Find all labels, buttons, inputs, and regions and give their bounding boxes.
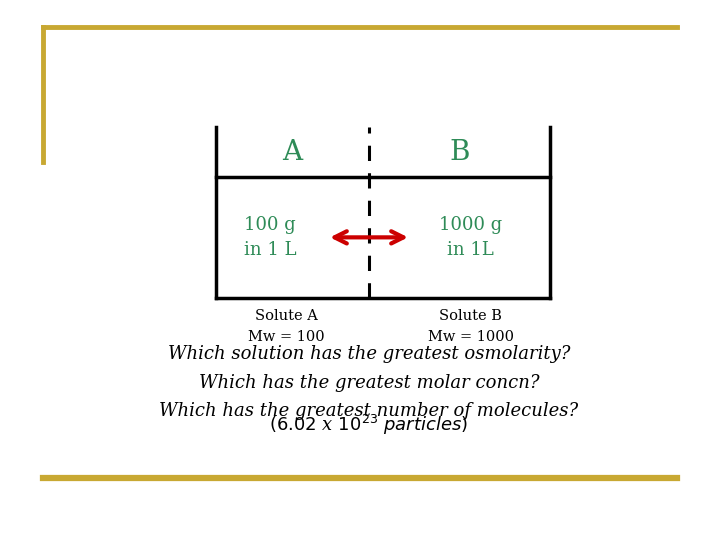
Text: Mw = 1000: Mw = 1000 (428, 330, 514, 344)
Text: 100 g
in 1 L: 100 g in 1 L (243, 216, 296, 259)
Text: Mw = 100: Mw = 100 (248, 330, 325, 344)
Text: Solute B: Solute B (439, 309, 503, 323)
Text: B: B (449, 139, 470, 166)
Text: Which has the greatest molar concn?: Which has the greatest molar concn? (199, 374, 539, 392)
Text: Which has the greatest number of molecules?: Which has the greatest number of molecul… (159, 402, 579, 420)
Text: A: A (282, 139, 302, 166)
Text: 1000 g
in 1L: 1000 g in 1L (439, 216, 503, 259)
Text: Which solution has the greatest osmolarity?: Which solution has the greatest osmolari… (168, 345, 570, 363)
Text: $(6.02\ \mathregular{x}\ 10^{23}\ \mathit{particles})$: $(6.02\ \mathregular{x}\ 10^{23}\ \mathi… (269, 413, 469, 436)
Text: Solute A: Solute A (256, 309, 318, 323)
